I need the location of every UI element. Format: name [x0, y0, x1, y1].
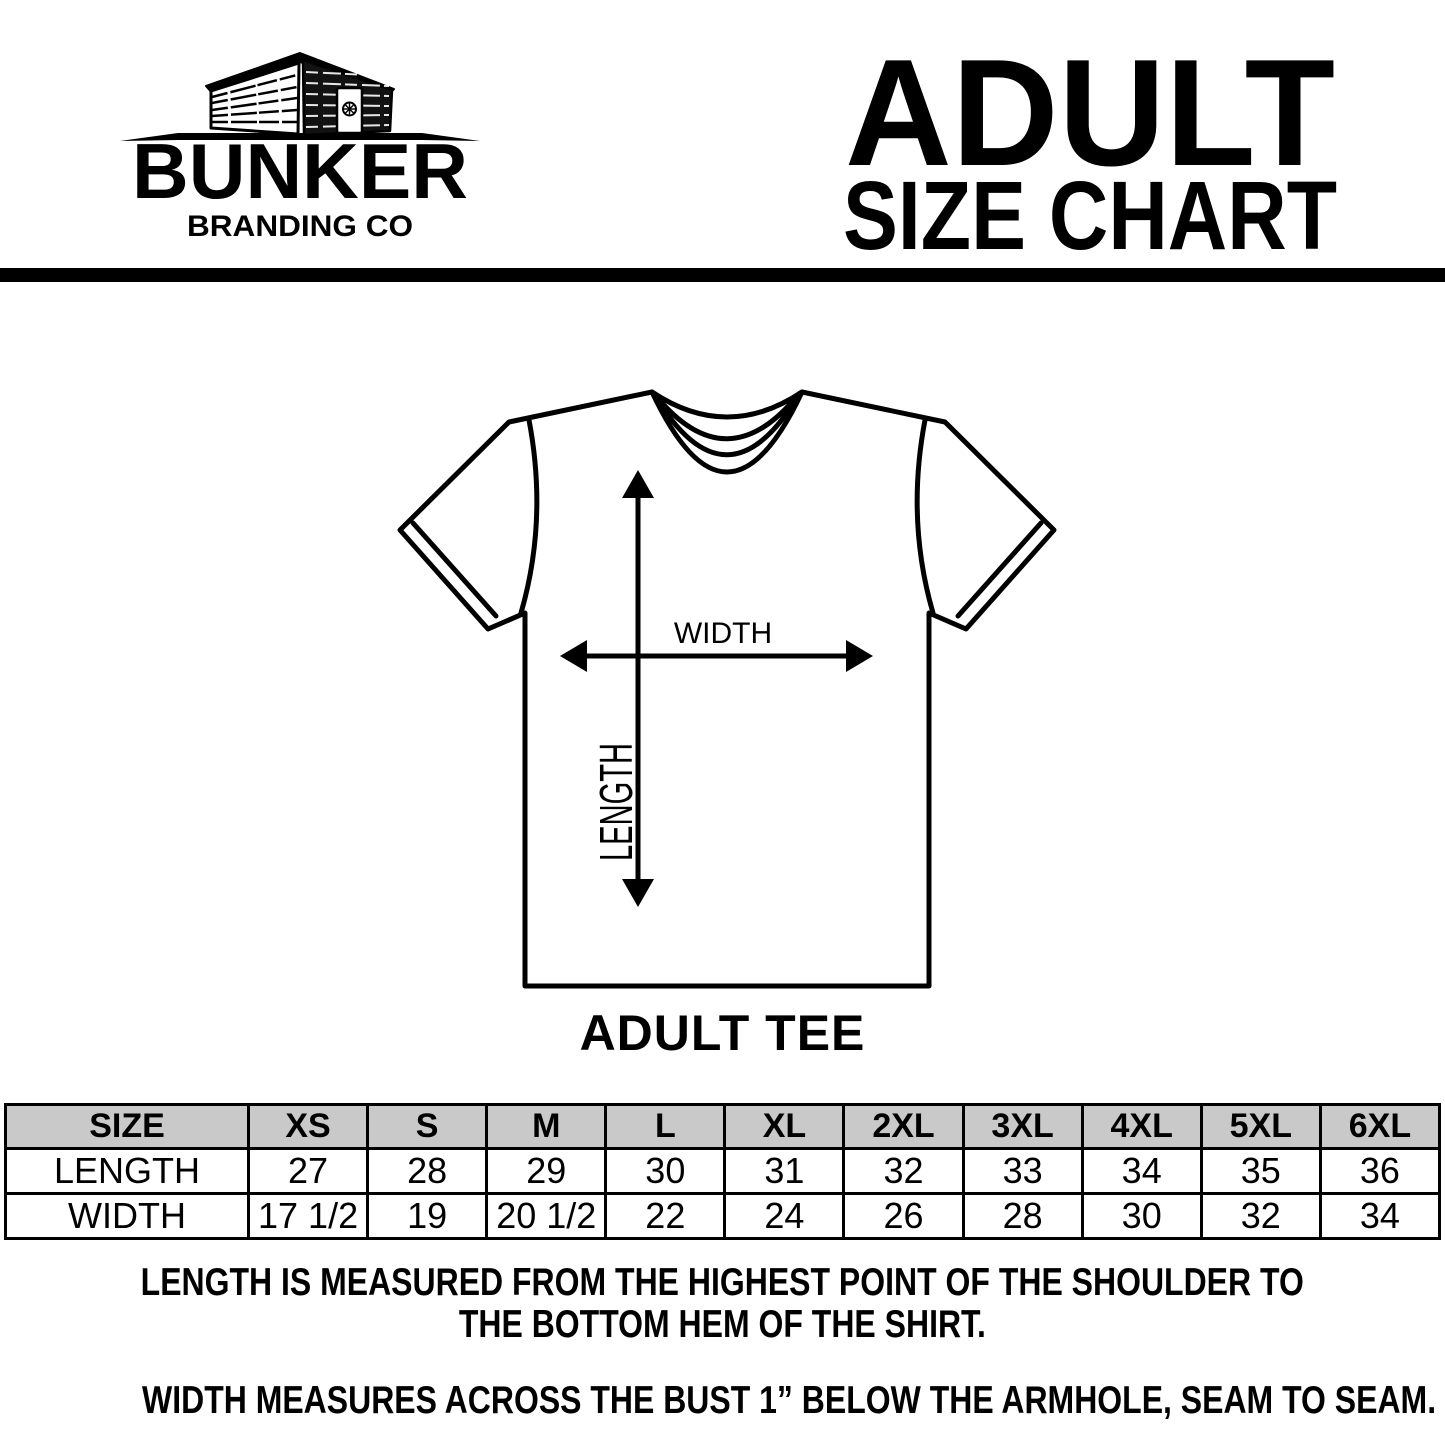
size-value-cell: 29 — [485, 1147, 608, 1195]
size-column-header: 6XL — [1318, 1103, 1442, 1150]
size-value-cell: 33 — [961, 1147, 1084, 1195]
size-value-cell: 32 — [1199, 1192, 1322, 1240]
bunker-building-icon — [120, 52, 480, 141]
brand-name: BUNKER — [132, 127, 468, 215]
size-table-header-row: SIZE XS S M L XL 2XL 3XL 4XL 5XL 6XL — [4, 1103, 1442, 1150]
cuff-line — [410, 520, 499, 619]
length-note-line1: LENGTH IS MEASURED FROM THE HIGHEST POIN… — [140, 1261, 1305, 1304]
size-column-header: XL — [723, 1103, 846, 1150]
size-value-cell: 34 — [1318, 1192, 1442, 1240]
size-value-cell: 26 — [842, 1192, 965, 1240]
tee-diagram: WIDTH LENGTH — [397, 389, 1057, 989]
size-value-cell: 20 1/2 — [485, 1192, 608, 1240]
width-note: WIDTH MEASURES ACROSS THE BUST 1” BELOW … — [0, 1380, 1445, 1422]
divider-bar — [0, 268, 1445, 282]
length-arrow-label: LENGTH — [590, 743, 642, 861]
size-column-header: L — [604, 1103, 727, 1150]
size-value-cell: 27 — [246, 1147, 370, 1195]
arrowhead-left-icon — [560, 640, 587, 672]
size-value-cell: 36 — [1318, 1147, 1442, 1195]
table-row: WIDTH 17 1/2 19 20 1/2 22 24 26 28 30 32 34 — [4, 1192, 1442, 1240]
size-value-cell: 22 — [604, 1192, 727, 1240]
size-value-cell: 31 — [723, 1147, 846, 1195]
page-title-line2: SIZE CHART — [843, 161, 1337, 253]
size-value-cell: 19 — [366, 1192, 489, 1240]
length-note-line2: THE BOTTOM HEM OF THE SHIRT. — [458, 1303, 987, 1346]
size-column-header: XS — [246, 1103, 370, 1150]
table-row: LENGTH 27 28 29 30 31 32 33 34 35 36 — [4, 1147, 1442, 1195]
size-value-cell: 35 — [1199, 1147, 1322, 1195]
page-title: ADULT SIZE CHART — [843, 48, 1337, 253]
tshirt-outline — [397, 389, 1057, 989]
arrowheads — [560, 470, 873, 907]
size-value-cell: 30 — [604, 1147, 727, 1195]
row-label: LENGTH — [4, 1147, 250, 1195]
page-title-line1: ADULT — [845, 48, 1335, 198]
size-column-header: 5XL — [1199, 1103, 1322, 1150]
arrowhead-right-icon — [846, 640, 873, 672]
size-table-corner-header: SIZE — [4, 1103, 250, 1150]
brand-logo: BUNKER BRANDING CO — [120, 52, 480, 243]
size-value-cell: 24 — [723, 1192, 846, 1240]
brand-subtitle: BRANDING CO — [187, 210, 413, 243]
arrowhead-down-icon — [622, 879, 654, 907]
size-table: SIZE XS S M L XL 2XL 3XL 4XL 5XL 6XL LENGTH 27 28 29 3… — [4, 1103, 1442, 1240]
collar-line — [651, 390, 803, 458]
armhole-seam — [518, 417, 540, 616]
size-value-cell: 17 1/2 — [246, 1192, 370, 1240]
arrowhead-up-icon — [622, 470, 654, 498]
size-column-header: S — [366, 1103, 489, 1150]
size-column-header: 4XL — [1080, 1103, 1203, 1150]
size-value-cell: 30 — [1080, 1192, 1203, 1240]
length-note: LENGTH IS MEASURED FROM THE HIGHEST POIN… — [0, 1262, 1445, 1346]
size-value-cell: 28 — [961, 1192, 1084, 1240]
cuff-line — [955, 520, 1044, 619]
size-column-header: 3XL — [961, 1103, 1084, 1150]
size-value-cell: 28 — [366, 1147, 489, 1195]
diagram-caption: ADULT TEE — [579, 1005, 866, 1061]
width-arrow-label: WIDTH — [674, 617, 772, 650]
width-note-line: WIDTH MEASURES ACROSS THE BUST 1” BELOW … — [142, 1379, 1437, 1422]
collar-line — [649, 389, 805, 475]
vault-wheel-icon — [342, 101, 357, 117]
row-label: WIDTH — [4, 1192, 250, 1240]
size-column-header: M — [485, 1103, 608, 1150]
size-value-cell: 32 — [842, 1147, 965, 1195]
collar-line — [653, 392, 801, 442]
armhole-seam — [914, 417, 936, 616]
size-value-cell: 34 — [1080, 1147, 1203, 1195]
size-column-header: 2XL — [842, 1103, 965, 1150]
